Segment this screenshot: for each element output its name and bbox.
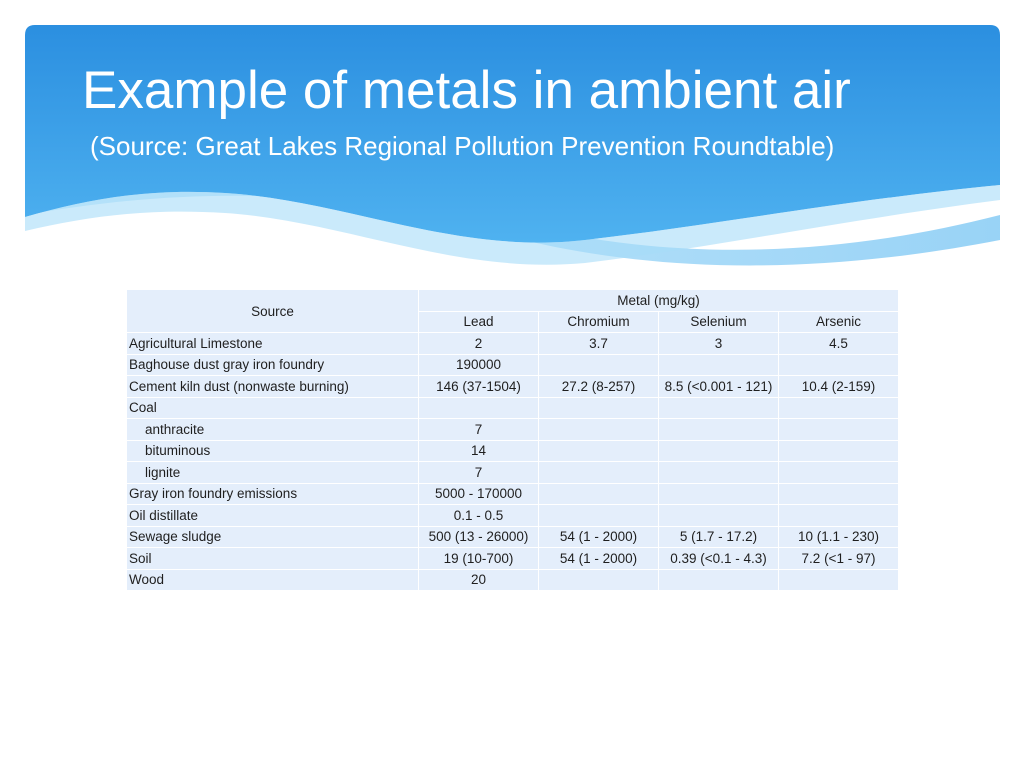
value-cell-lead: 0.1 - 0.5 [418, 504, 539, 527]
table-row: bituminous 14 [126, 439, 900, 462]
source-cell: Cement kiln dust (nonwaste burning) [126, 375, 419, 398]
value-cell-arsenic [777, 504, 900, 527]
source-cell: Wood [126, 568, 419, 591]
value-cell-chromium: 27.2 (8-257) [538, 375, 659, 398]
value-cell-selenium [658, 461, 779, 484]
value-cell-selenium [658, 568, 779, 591]
value-cell-arsenic: 7.2 (<1 - 97) [777, 547, 900, 570]
metal-header-lead: Lead [418, 310, 539, 333]
source-cell: bituminous [126, 439, 419, 462]
value-cell-arsenic [777, 353, 900, 376]
table-row: Wood 20 [126, 568, 900, 591]
value-cell-selenium [658, 504, 779, 527]
table-row: Cement kiln dust (nonwaste burning) 146 (… [126, 375, 900, 398]
header-wave-background [25, 25, 1000, 295]
value-cell-selenium [658, 353, 779, 376]
source-cell: Gray iron foundry emissions [126, 482, 419, 505]
value-cell-lead: 7 [418, 418, 539, 441]
value-cell-lead [418, 396, 539, 419]
source-cell: Coal [126, 396, 419, 419]
value-cell-chromium [538, 353, 659, 376]
value-cell-chromium: 54 (1 - 2000) [538, 547, 659, 570]
value-cell-chromium [538, 418, 659, 441]
table-row: Sewage sludge 500 (13 - 26000) 54 (1 - 200… [126, 525, 900, 548]
source-cell: Oil distillate [126, 504, 419, 527]
value-cell-arsenic [777, 461, 900, 484]
value-cell-selenium: 8.5 (<0.001 - 121) [658, 375, 779, 398]
table-row: Coal [126, 396, 900, 419]
value-cell-arsenic [777, 439, 900, 462]
source-cell: Agricultural Limestone [126, 332, 419, 355]
table-header-row: Source Metal (mg/kg) [126, 289, 900, 333]
value-cell-chromium [538, 482, 659, 505]
metals-table-body: Source Metal (mg/kg) Lead Chromium Selen… [126, 289, 900, 591]
table-row: lignite 7 [126, 461, 900, 484]
value-cell-selenium: 3 [658, 332, 779, 355]
value-cell-selenium [658, 396, 779, 419]
value-cell-lead: 2 [418, 332, 539, 355]
value-cell-chromium [538, 461, 659, 484]
source-column-header: Source [126, 289, 419, 333]
table-row: Soil 19 (10-700) 54 (1 - 2000) 0.39 (<0.1 -… [126, 547, 900, 570]
source-cell: Baghouse dust gray iron foundry [126, 353, 419, 376]
value-cell-lead: 5000 - 170000 [418, 482, 539, 505]
slide-title: Example of metals in ambient air [82, 61, 851, 120]
value-cell-selenium: 5 (1.7 - 17.2) [658, 525, 779, 548]
value-cell-chromium: 54 (1 - 2000) [538, 525, 659, 548]
value-cell-chromium [538, 504, 659, 527]
slide-subtitle: (Source: Great Lakes Regional Pollution … [90, 131, 835, 161]
value-cell-lead: 7 [418, 461, 539, 484]
value-cell-arsenic [777, 568, 900, 591]
source-cell: Sewage sludge [126, 525, 419, 548]
value-cell-arsenic: 10 (1.1 - 230) [777, 525, 900, 548]
metals-table: Source Metal (mg/kg) Lead Chromium Selen… [126, 289, 900, 591]
value-cell-selenium [658, 439, 779, 462]
metal-header-chromium: Chromium [538, 310, 659, 333]
value-cell-arsenic: 4.5 [777, 332, 900, 355]
table-row: anthracite 7 [126, 418, 900, 441]
source-cell: Soil [126, 547, 419, 570]
metal-header-arsenic: Arsenic [777, 310, 900, 333]
value-cell-arsenic [777, 418, 900, 441]
value-cell-lead: 14 [418, 439, 539, 462]
value-cell-selenium: 0.39 (<0.1 - 4.3) [658, 547, 779, 570]
value-cell-selenium [658, 418, 779, 441]
value-cell-arsenic [777, 482, 900, 505]
value-cell-chromium [538, 396, 659, 419]
table-row: Baghouse dust gray iron foundry 190000 [126, 353, 900, 376]
value-cell-chromium [538, 439, 659, 462]
table-row: Agricultural Limestone 2 3.7 3 4.5 [126, 332, 900, 355]
value-cell-lead: 500 (13 - 26000) [418, 525, 539, 548]
value-cell-lead: 190000 [418, 353, 539, 376]
metal-header-selenium: Selenium [658, 310, 779, 333]
source-cell: lignite [126, 461, 419, 484]
table-row: Gray iron foundry emissions 5000 - 170000 [126, 482, 900, 505]
value-cell-arsenic [777, 396, 900, 419]
value-cell-chromium: 3.7 [538, 332, 659, 355]
value-cell-arsenic: 10.4 (2-159) [777, 375, 900, 398]
table-row: Oil distillate 0.1 - 0.5 [126, 504, 900, 527]
metal-group-header: Metal (mg/kg) [417, 289, 900, 312]
source-cell: anthracite [126, 418, 419, 441]
value-cell-chromium [538, 568, 659, 591]
value-cell-selenium [658, 482, 779, 505]
value-cell-lead: 146 (37-1504) [418, 375, 539, 398]
value-cell-lead: 19 (10-700) [418, 547, 539, 570]
value-cell-lead: 20 [418, 568, 539, 591]
